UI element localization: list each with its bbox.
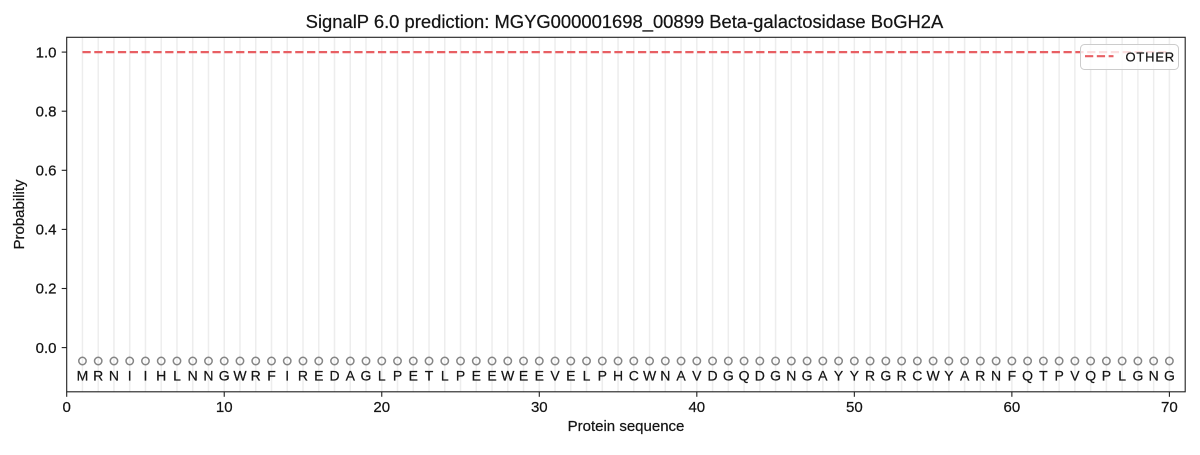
svg-text:D: D bbox=[329, 367, 339, 383]
svg-text:P: P bbox=[1102, 367, 1111, 383]
svg-text:Y: Y bbox=[944, 367, 954, 383]
svg-text:I: I bbox=[285, 367, 289, 383]
svg-text:A: A bbox=[818, 367, 828, 383]
svg-text:C: C bbox=[912, 367, 922, 383]
svg-text:0.8: 0.8 bbox=[36, 103, 57, 120]
svg-text:R: R bbox=[975, 367, 985, 383]
svg-text:H: H bbox=[156, 367, 166, 383]
svg-text:Probability: Probability bbox=[11, 179, 28, 250]
svg-text:I: I bbox=[128, 367, 132, 383]
svg-text:0.4: 0.4 bbox=[36, 222, 57, 239]
svg-text:L: L bbox=[173, 367, 181, 383]
svg-text:N: N bbox=[188, 367, 198, 383]
svg-text:G: G bbox=[723, 367, 734, 383]
svg-text:M: M bbox=[77, 367, 89, 383]
svg-text:N: N bbox=[109, 367, 119, 383]
svg-text:Q: Q bbox=[1085, 367, 1096, 383]
svg-text:10: 10 bbox=[216, 399, 233, 416]
svg-text:R: R bbox=[251, 367, 261, 383]
svg-text:R: R bbox=[897, 367, 907, 383]
svg-text:60: 60 bbox=[1004, 399, 1021, 416]
svg-text:30: 30 bbox=[531, 399, 548, 416]
svg-text:Protein sequence: Protein sequence bbox=[568, 418, 685, 435]
svg-text:L: L bbox=[1118, 367, 1126, 383]
svg-text:I: I bbox=[144, 367, 148, 383]
svg-text:D: D bbox=[708, 367, 718, 383]
svg-text:F: F bbox=[1008, 367, 1017, 383]
svg-text:0.0: 0.0 bbox=[36, 340, 57, 357]
svg-text:W: W bbox=[643, 367, 657, 383]
svg-text:T: T bbox=[425, 367, 434, 383]
svg-text:G: G bbox=[1164, 367, 1175, 383]
svg-text:W: W bbox=[233, 367, 247, 383]
svg-text:L: L bbox=[583, 367, 591, 383]
svg-text:0.2: 0.2 bbox=[36, 281, 57, 298]
svg-text:N: N bbox=[660, 367, 670, 383]
svg-text:R: R bbox=[93, 367, 103, 383]
svg-text:0: 0 bbox=[63, 399, 71, 416]
svg-text:A: A bbox=[960, 367, 970, 383]
svg-text:L: L bbox=[378, 367, 386, 383]
svg-text:Y: Y bbox=[850, 367, 860, 383]
svg-text:V: V bbox=[550, 367, 560, 383]
svg-text:R: R bbox=[865, 367, 875, 383]
svg-text:N: N bbox=[1149, 367, 1159, 383]
svg-text:N: N bbox=[786, 367, 796, 383]
svg-text:E: E bbox=[314, 367, 323, 383]
svg-text:R: R bbox=[298, 367, 308, 383]
svg-text:N: N bbox=[991, 367, 1001, 383]
svg-text:G: G bbox=[361, 367, 372, 383]
svg-text:Q: Q bbox=[1022, 367, 1033, 383]
svg-text:Y: Y bbox=[834, 367, 844, 383]
svg-text:E: E bbox=[519, 367, 528, 383]
svg-text:W: W bbox=[501, 367, 515, 383]
svg-text:0.6: 0.6 bbox=[36, 163, 57, 180]
svg-text:W: W bbox=[927, 367, 941, 383]
svg-text:P: P bbox=[1054, 367, 1063, 383]
svg-text:L: L bbox=[441, 367, 449, 383]
svg-text:G: G bbox=[219, 367, 230, 383]
svg-text:D: D bbox=[755, 367, 765, 383]
svg-text:G: G bbox=[1132, 367, 1143, 383]
svg-text:P: P bbox=[456, 367, 465, 383]
svg-text:H: H bbox=[613, 367, 623, 383]
svg-text:G: G bbox=[802, 367, 813, 383]
svg-text:40: 40 bbox=[688, 399, 705, 416]
svg-text:Q: Q bbox=[739, 367, 750, 383]
svg-text:A: A bbox=[346, 367, 356, 383]
svg-text:G: G bbox=[880, 367, 891, 383]
svg-text:V: V bbox=[692, 367, 702, 383]
svg-text:N: N bbox=[203, 367, 213, 383]
svg-text:P: P bbox=[598, 367, 607, 383]
svg-text:E: E bbox=[566, 367, 575, 383]
svg-text:70: 70 bbox=[1161, 399, 1178, 416]
svg-text:OTHER: OTHER bbox=[1126, 49, 1176, 64]
svg-text:V: V bbox=[1070, 367, 1080, 383]
svg-text:E: E bbox=[409, 367, 418, 383]
svg-text:T: T bbox=[1039, 367, 1048, 383]
svg-text:1.0: 1.0 bbox=[36, 44, 57, 61]
svg-text:E: E bbox=[487, 367, 496, 383]
svg-text:20: 20 bbox=[373, 399, 390, 416]
svg-text:C: C bbox=[629, 367, 639, 383]
svg-text:50: 50 bbox=[846, 399, 863, 416]
svg-text:F: F bbox=[267, 367, 276, 383]
svg-text:SignalP 6.0 prediction: MGYG00: SignalP 6.0 prediction: MGYG000001698_00… bbox=[306, 11, 944, 33]
svg-text:E: E bbox=[535, 367, 544, 383]
svg-text:A: A bbox=[676, 367, 686, 383]
svg-text:G: G bbox=[770, 367, 781, 383]
svg-text:E: E bbox=[472, 367, 481, 383]
svg-text:P: P bbox=[393, 367, 402, 383]
